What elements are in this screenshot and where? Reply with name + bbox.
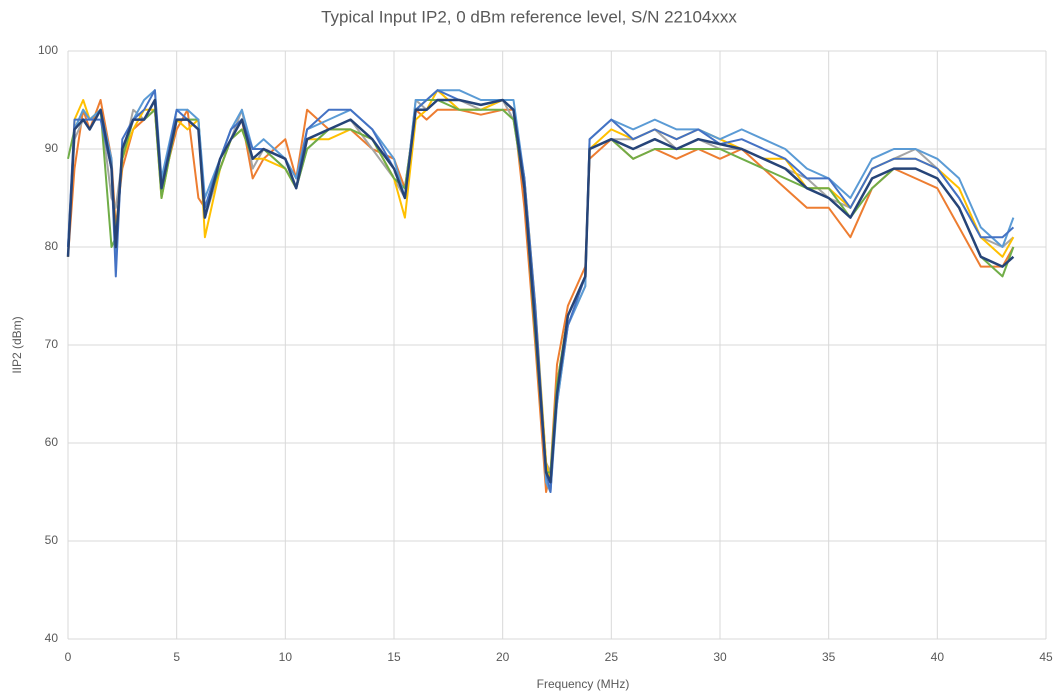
x-tick-label: 45 [1039, 650, 1053, 664]
x-tick-label: 10 [279, 650, 293, 664]
y-axis-label: IIP2 (dBm) [10, 316, 24, 373]
x-tick-label: 0 [65, 650, 72, 664]
data-line [66, 98, 1015, 484]
y-tick-label: 100 [38, 43, 58, 57]
data-line [67, 99, 1015, 474]
x-tick-label: 35 [822, 650, 836, 664]
y-tick-label: 70 [45, 337, 59, 351]
y-tick-label: 50 [45, 533, 59, 547]
y-tick-label: 60 [45, 435, 59, 449]
x-tick-label: 25 [605, 650, 619, 664]
x-axis-label: Frequency (MHz) [537, 677, 630, 691]
y-tick-label: 40 [45, 631, 59, 645]
x-tick-label: 40 [931, 650, 945, 664]
y-tick-label: 80 [45, 239, 59, 253]
chart-title: Typical Input IP2, 0 dBm reference level… [321, 7, 737, 26]
x-tick-label: 20 [496, 650, 510, 664]
y-tick-label: 90 [45, 141, 59, 155]
x-tick-label: 30 [713, 650, 727, 664]
x-tick-label: 5 [173, 650, 180, 664]
x-tick-label: 15 [387, 650, 401, 664]
